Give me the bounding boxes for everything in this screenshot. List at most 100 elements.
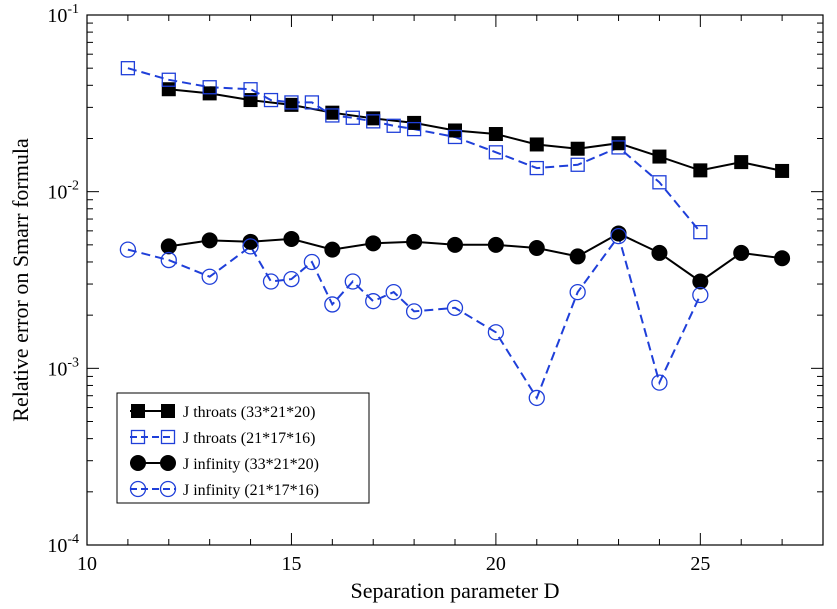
data-point <box>365 293 382 310</box>
legend-marker <box>161 404 175 418</box>
legend-marker <box>160 429 176 445</box>
data-point <box>243 82 258 97</box>
legend-marker <box>159 480 177 498</box>
data-point <box>161 82 176 97</box>
series-line-1 <box>168 88 783 172</box>
data-point <box>734 155 749 170</box>
data-point <box>161 72 176 87</box>
data-point <box>611 140 626 155</box>
data-point <box>324 296 341 313</box>
data-point <box>263 92 279 108</box>
x-tick-label: 15 <box>281 553 301 575</box>
data-point <box>528 239 545 256</box>
data-point <box>446 299 464 316</box>
y-axis-title: Relative error on Smarr formula <box>8 138 33 422</box>
data-point <box>528 389 545 407</box>
legend-marker <box>130 455 146 471</box>
data-point <box>242 238 259 255</box>
x-tick-label: 20 <box>486 553 506 575</box>
data-point <box>733 244 750 261</box>
data-point <box>610 228 627 245</box>
legend-marker <box>160 455 176 471</box>
data-point <box>692 273 709 290</box>
data-point <box>569 248 586 265</box>
x-tick-label: 25 <box>690 553 710 575</box>
y-tick-label: 10-2 <box>47 179 79 204</box>
data-point <box>283 230 300 247</box>
data-point <box>119 241 137 258</box>
data-point <box>611 136 626 151</box>
data-point <box>488 127 503 142</box>
data-point <box>202 80 217 95</box>
y-tick-base: 10 <box>47 182 67 204</box>
y-tick-label: 10-1 <box>47 2 79 27</box>
y-tick-exponent: -3 <box>67 355 79 370</box>
y-tick-exponent: -1 <box>67 2 79 17</box>
data-point <box>303 253 321 271</box>
legend-label: J throats (33*21*20) <box>183 404 315 421</box>
data-point <box>652 175 667 190</box>
series-points <box>119 61 791 407</box>
series-lines <box>127 67 783 401</box>
data-point <box>283 270 300 288</box>
data-point <box>201 232 218 249</box>
data-point <box>652 149 667 164</box>
data-point <box>447 236 463 253</box>
data-point <box>651 374 668 391</box>
y-tick-label: 10-3 <box>47 355 79 380</box>
data-point <box>406 121 422 137</box>
data-point <box>529 160 544 176</box>
data-point <box>345 110 360 125</box>
data-point <box>243 93 258 108</box>
data-point <box>324 241 341 258</box>
data-point <box>774 250 791 267</box>
y-tick-exponent: -4 <box>67 532 79 547</box>
legend-marker <box>129 480 147 498</box>
data-point <box>120 61 136 76</box>
y-tick-base: 10 <box>47 535 67 557</box>
data-point <box>160 251 177 269</box>
legend-label: J throats (21*17*16) <box>183 430 315 447</box>
x-axis-title: Separation parameter D <box>351 578 560 603</box>
series-line-3 <box>168 232 783 283</box>
data-point <box>488 145 504 160</box>
data-point <box>242 233 259 250</box>
data-point <box>304 95 320 110</box>
legend-marker <box>130 429 146 445</box>
y-tick-base: 10 <box>47 358 67 380</box>
data-point <box>406 233 423 250</box>
data-point <box>651 244 668 261</box>
legend-marker <box>131 404 145 418</box>
series-line-4 <box>127 233 702 401</box>
data-point <box>201 268 218 285</box>
data-point <box>262 273 280 290</box>
data-point <box>570 157 585 172</box>
data-point <box>570 141 585 156</box>
data-point <box>366 114 381 129</box>
y-tick-base: 10 <box>47 5 67 27</box>
y-tick-label: 10-4 <box>47 532 79 557</box>
data-point <box>365 235 382 252</box>
data-point <box>405 303 423 320</box>
data-point <box>569 283 586 301</box>
data-point <box>487 324 505 341</box>
data-point <box>487 236 504 253</box>
x-tick-label: 10 <box>77 553 97 575</box>
legend: J throats (33*21*20) J throats (21*17*16)… <box>116 392 370 504</box>
data-point <box>344 273 361 290</box>
data-point <box>447 129 463 145</box>
data-point <box>385 283 402 301</box>
data-point <box>692 286 709 304</box>
data-point <box>693 224 708 240</box>
data-point <box>366 111 381 126</box>
legend-label: J infinity (33*21*20) <box>183 456 319 473</box>
data-point <box>775 163 790 178</box>
y-tick-exponent: -2 <box>67 179 79 194</box>
legend-label: J infinity (21*17*16) <box>183 482 319 499</box>
data-point <box>160 238 177 255</box>
data-point <box>693 163 708 178</box>
data-point <box>325 108 340 123</box>
data-point <box>284 95 299 110</box>
